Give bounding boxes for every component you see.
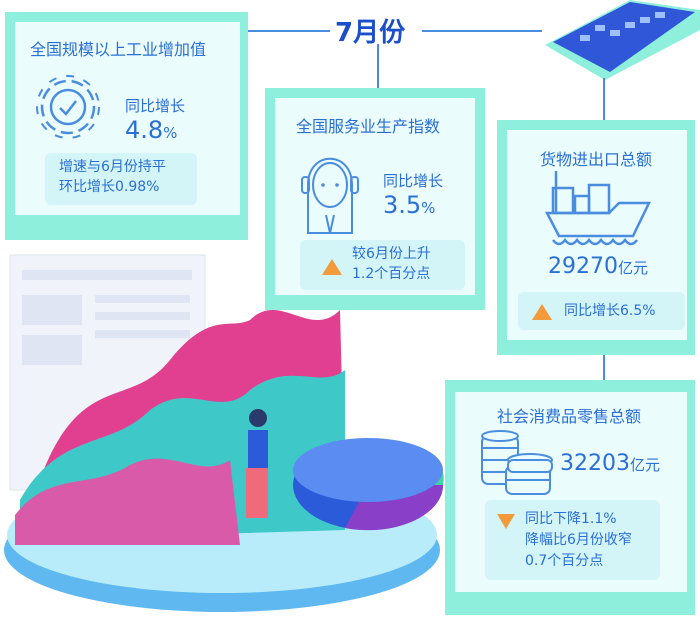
retail-note1: 同比下降1.1% [525,511,617,527]
industry-value: 4.8% [125,116,178,144]
coins-icon [481,430,553,495]
header-line-left [248,30,330,32]
industry-label: 同比增长 [125,97,186,115]
trend-down-icon [497,514,515,529]
cargo-ship-icon [545,171,651,246]
retail-note2: 降幅比6月份收窄 [525,532,632,548]
retail-value: 32203亿元 [560,451,661,476]
industry-title: 全国规模以上工业增加值 [30,40,207,59]
trend-up-icon [322,259,342,275]
trend-up-icon [532,304,552,320]
gear-check-icon [36,75,100,139]
services-note2: 1.2个百分点 [352,266,431,282]
trade-note: 同比增长6.5% [564,303,656,319]
retail-note-box: 同比下降1.1% 降幅比6月份收窄 0.7个百分点 [485,500,660,580]
customer-service-icon [301,157,359,234]
trade-value: 29270亿元 [548,254,649,279]
retail-title: 社会消费品零售总额 [497,407,642,426]
services-label: 同比增长 [383,172,444,190]
connector-line [603,78,605,122]
services-note1: 较6月份上升 [352,246,431,262]
connector-line [603,355,605,381]
page-title: 7月份 [335,18,406,48]
services-value: 3.5% [383,191,436,219]
retail-note3: 0.7个百分点 [525,553,604,569]
header-line-right [422,30,542,32]
services-note-box: 较6月份上升 1.2个百分点 [300,240,465,290]
calculator-icon [545,0,700,80]
industry-note2: 环比增长0.98% [59,179,160,195]
trade-title: 货物进出口总额 [540,150,653,169]
trade-note-box: 同比增长6.5% [518,292,685,330]
connector-line [377,44,379,90]
data-analysis-illustration [4,254,444,612]
industry-note1: 增速与6月份持平 [59,159,166,175]
industry-note-box: 增速与6月份持平 环比增长0.98% [45,153,197,205]
services-title: 全国服务业生产指数 [296,117,441,136]
